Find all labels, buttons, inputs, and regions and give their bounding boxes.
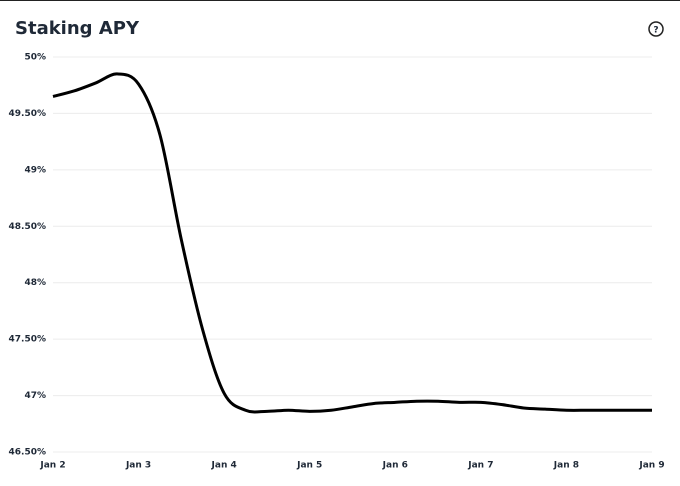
y-tick-label: 49.50%: [9, 109, 47, 119]
y-tick-label: 47%: [24, 391, 46, 401]
x-tick-label: Jan 7: [467, 461, 493, 471]
chart-title: Staking APY: [15, 18, 140, 39]
y-tick-label: 46.50%: [9, 448, 47, 458]
x-tick-label: Jan 4: [211, 461, 237, 471]
line: [52, 72, 652, 414]
y-tick-label: 47.50%: [9, 335, 47, 345]
y-tick-label: 50%: [24, 53, 46, 63]
y-tick-label: 48%: [24, 278, 46, 288]
x-tick-label: Jan 9: [638, 461, 664, 471]
help-icon-glyph[interactable]: ?: [653, 26, 658, 36]
y-tick-label: 48.50%: [9, 222, 47, 232]
x-tick-label: Jan 2: [39, 461, 65, 471]
x-tick-label: Jan 5: [296, 461, 322, 471]
y-tick-label: 49%: [24, 165, 46, 175]
x-tick-label: Jan 8: [553, 461, 579, 471]
x-tick-label: Jan 6: [382, 461, 408, 471]
x-tick-label: Jan 3: [125, 461, 151, 471]
help-icon[interactable]: [648, 21, 664, 37]
